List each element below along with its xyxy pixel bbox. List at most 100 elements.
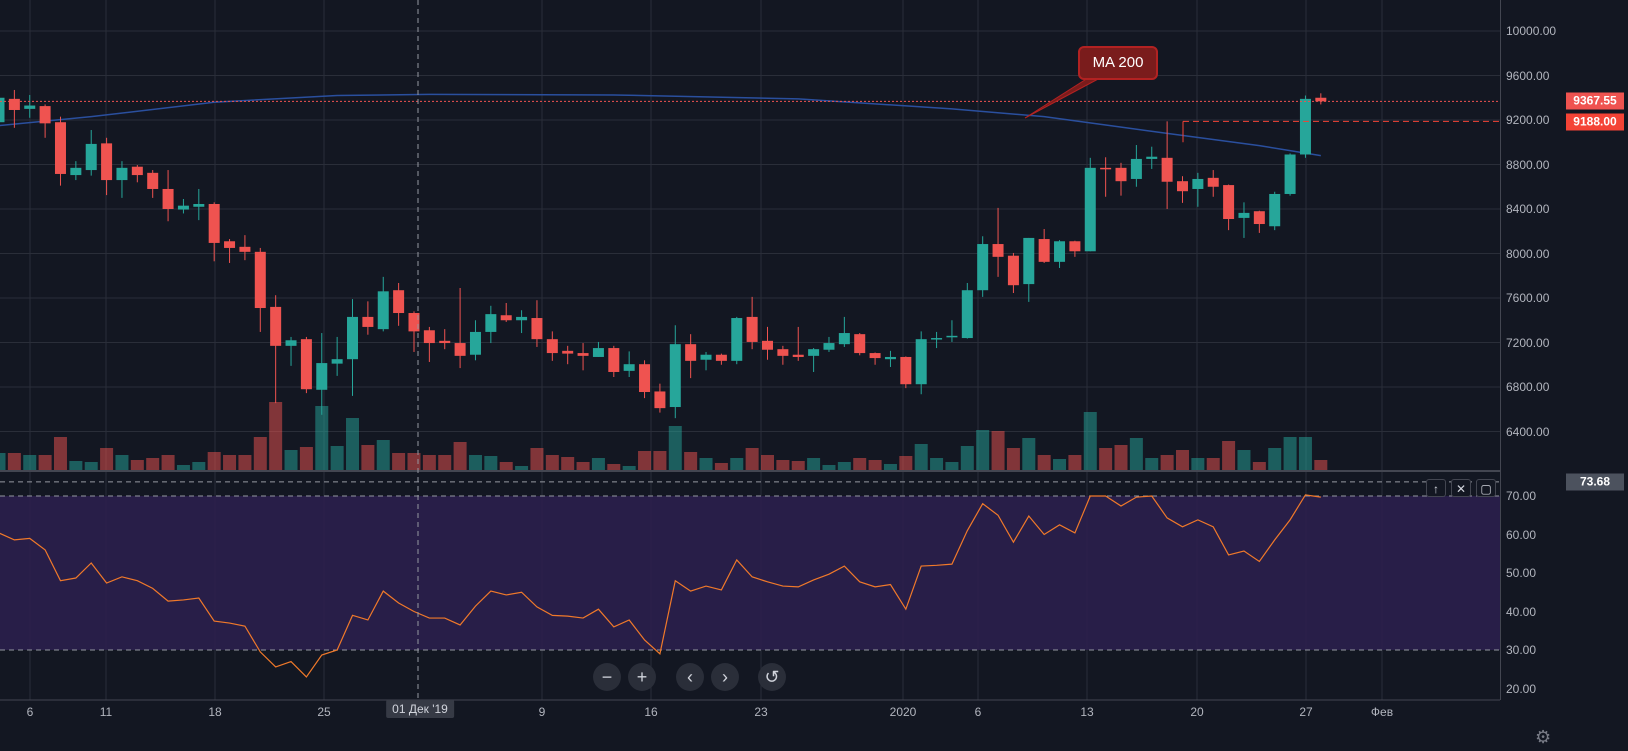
chart-plot-area[interactable] bbox=[0, 0, 1500, 751]
rsi-band bbox=[0, 495, 1500, 651]
price-tick-label: 8000.00 bbox=[1506, 246, 1550, 261]
price-tick-label: 10000.00 bbox=[1506, 24, 1557, 38]
candle-body bbox=[8, 98, 20, 110]
x-tick: 9 bbox=[538, 705, 546, 719]
price-tick-label: 6800.00 bbox=[1506, 380, 1550, 394]
volume-bar bbox=[499, 462, 513, 470]
candle-body bbox=[239, 246, 251, 252]
x-tick: 18 bbox=[208, 705, 222, 719]
last-price-label: 9367.55 bbox=[1566, 92, 1624, 110]
volume-bar bbox=[392, 453, 406, 470]
candle-body bbox=[1130, 158, 1142, 179]
price-tick-label: 8400.00 bbox=[1506, 202, 1550, 216]
candle-body bbox=[746, 316, 758, 342]
candle-body bbox=[1161, 157, 1173, 182]
volume-bar bbox=[1298, 437, 1312, 470]
volume-bar bbox=[1068, 455, 1082, 470]
volume-bar bbox=[545, 455, 559, 470]
volume-bar bbox=[807, 458, 821, 470]
volume-bar bbox=[822, 465, 836, 470]
candle-body bbox=[393, 290, 405, 314]
x-tick: 6 bbox=[974, 705, 982, 719]
x-tick: 16 bbox=[644, 705, 658, 719]
candle-body bbox=[208, 203, 220, 243]
candle-body bbox=[1315, 97, 1327, 102]
candle-body bbox=[623, 364, 635, 371]
candle-body bbox=[300, 339, 312, 390]
x-tick: 23 bbox=[754, 705, 768, 719]
candle-body bbox=[731, 318, 743, 361]
volume-bar bbox=[622, 466, 636, 470]
volume-bar bbox=[591, 458, 605, 470]
candle-body bbox=[823, 343, 835, 350]
volume-bar bbox=[453, 442, 467, 470]
candle-body bbox=[454, 343, 466, 356]
candle-body bbox=[1100, 167, 1112, 170]
volume-bar bbox=[1145, 458, 1159, 470]
maximize-pane-button[interactable]: ▢ bbox=[1476, 479, 1496, 497]
volume-bar bbox=[7, 453, 21, 470]
volume-bar bbox=[269, 402, 283, 470]
volume-bar bbox=[84, 462, 98, 470]
x-tick: 2020 bbox=[889, 705, 917, 719]
volume-bar bbox=[1175, 450, 1189, 470]
move-pane-up-button[interactable]: ↑ bbox=[1426, 479, 1446, 497]
candle-body bbox=[715, 354, 727, 361]
candle-body bbox=[116, 167, 128, 181]
candles bbox=[0, 89, 1327, 419]
volume-bar bbox=[146, 458, 160, 470]
volume-bar bbox=[422, 455, 436, 470]
candle-body bbox=[639, 364, 651, 393]
price-axis[interactable] bbox=[1500, 0, 1628, 700]
zoom-out-button[interactable]: − bbox=[593, 663, 621, 691]
volume-bar bbox=[1222, 441, 1236, 470]
volume-bar bbox=[576, 462, 590, 470]
volume-bar bbox=[960, 446, 974, 470]
volume-bar bbox=[53, 437, 67, 470]
candle-body bbox=[1115, 167, 1127, 182]
reset-chart-button[interactable]: ↺ bbox=[758, 663, 786, 691]
candle-body bbox=[1007, 255, 1019, 286]
candle-body bbox=[562, 350, 574, 354]
scroll-right-button[interactable]: › bbox=[711, 663, 739, 691]
ma200-annotation[interactable]: MA 200 bbox=[1078, 46, 1158, 80]
volume-bar bbox=[438, 455, 452, 470]
volume-bar bbox=[868, 460, 882, 470]
volume-bar bbox=[1022, 438, 1036, 470]
volume-bar bbox=[745, 448, 759, 470]
candle-body bbox=[531, 318, 543, 340]
ma200-line-group bbox=[0, 93, 1321, 157]
candle-body bbox=[224, 241, 236, 248]
candle-body bbox=[762, 340, 773, 350]
gear-icon[interactable]: ⚙ bbox=[1535, 727, 1552, 747]
scroll-left-button[interactable]: ‹ bbox=[676, 663, 704, 691]
volume-bar bbox=[0, 453, 6, 470]
volume-bar bbox=[1129, 438, 1143, 470]
close-pane-button[interactable]: ✕ bbox=[1451, 479, 1471, 497]
candle-body bbox=[439, 340, 451, 344]
candle-body bbox=[1146, 156, 1158, 159]
volume-bar bbox=[776, 460, 790, 470]
volume-bar bbox=[1252, 462, 1266, 470]
rsi-tick-label: 30.00 bbox=[1506, 643, 1537, 657]
x-tick: 27 bbox=[1299, 705, 1313, 719]
price-tick-label: 7600.00 bbox=[1506, 291, 1550, 305]
volume-bar bbox=[1037, 455, 1051, 470]
rsi-band-fill bbox=[0, 496, 1500, 650]
zoom-in-button[interactable]: + bbox=[628, 663, 656, 691]
volume-bar bbox=[930, 458, 944, 470]
volume-bar bbox=[699, 458, 713, 470]
volume-bar bbox=[115, 455, 129, 470]
candle-body bbox=[377, 291, 389, 330]
volume-bar bbox=[653, 451, 667, 470]
volume-bar bbox=[284, 450, 298, 470]
candle-body bbox=[70, 167, 82, 176]
volume-bar bbox=[468, 455, 482, 470]
candle-body bbox=[423, 330, 435, 344]
volume-bar bbox=[1283, 437, 1297, 470]
candle-body bbox=[162, 188, 174, 209]
volume-bars bbox=[0, 402, 1328, 470]
rsi-tick-label: 40.00 bbox=[1506, 604, 1537, 619]
time-axis[interactable] bbox=[0, 700, 1500, 751]
x-tick: 25 bbox=[317, 705, 331, 719]
